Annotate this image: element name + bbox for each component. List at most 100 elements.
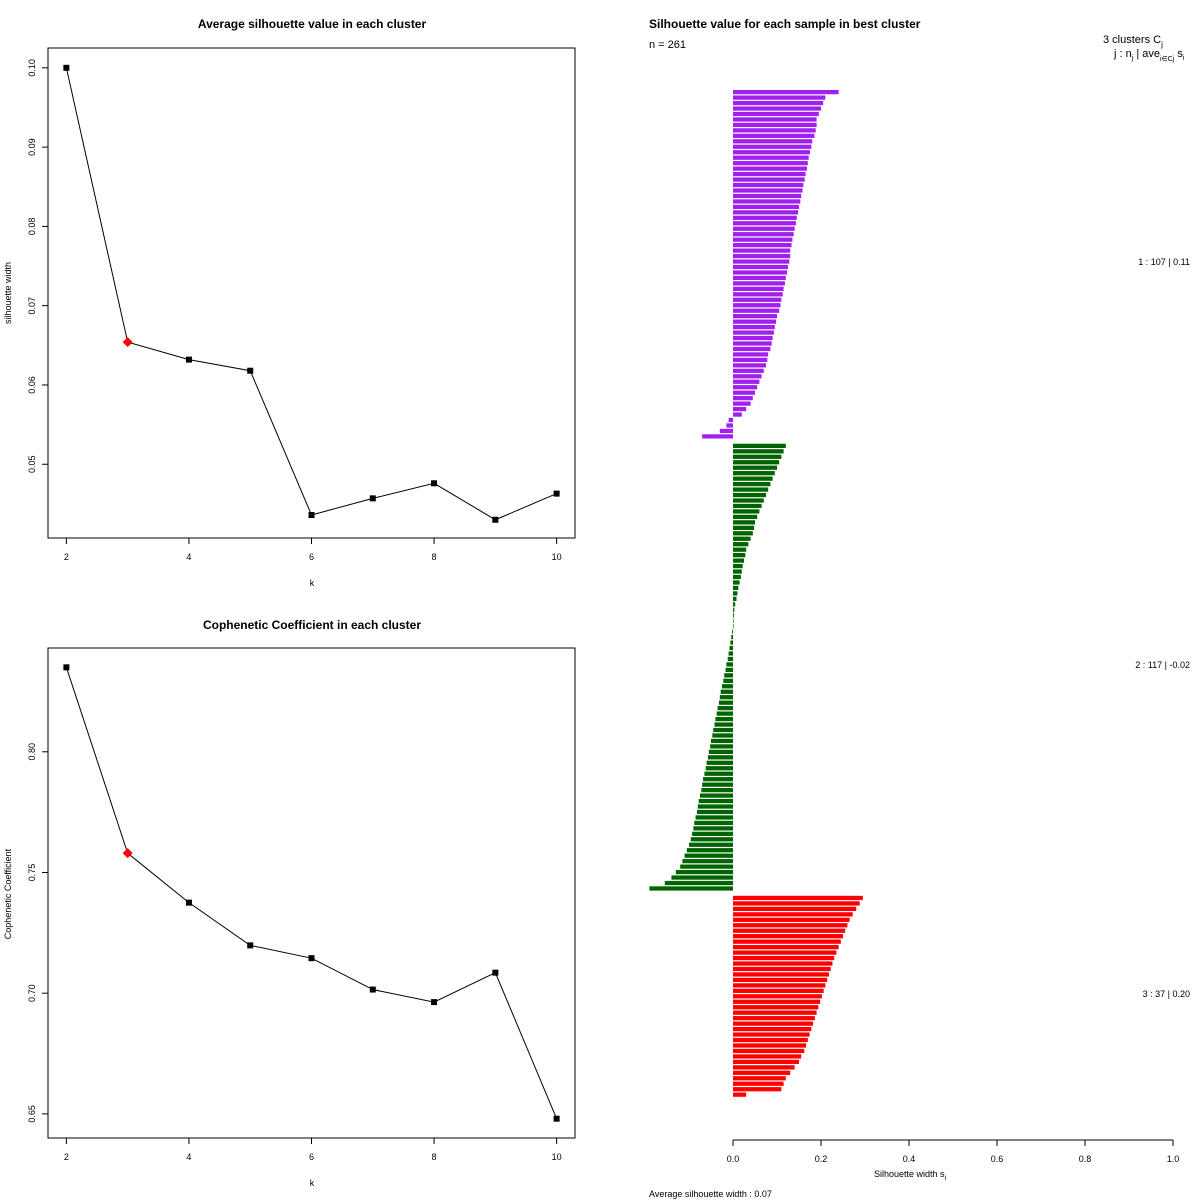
silhouette-bar xyxy=(733,259,790,264)
silhouette-bar xyxy=(733,155,809,160)
silhouette-bar xyxy=(733,390,755,395)
silhouette-bar xyxy=(733,210,799,215)
silhouette-bar xyxy=(693,826,733,831)
silhouette-bar xyxy=(733,297,782,302)
cophenetic-plot-box xyxy=(47,647,576,1139)
silhouette-bar xyxy=(733,324,775,330)
highlight-point xyxy=(122,848,133,859)
silhouette-bar xyxy=(733,412,742,417)
silhouette-bar xyxy=(733,934,843,939)
silhouette-bar xyxy=(703,777,733,782)
y-tick-label: 0.07 xyxy=(27,297,37,315)
data-point xyxy=(247,942,254,949)
clusters-header-line1: 3 clusters Cj xyxy=(1103,34,1163,49)
silhouette-bar xyxy=(714,722,733,727)
clusters-header2-c: s xyxy=(1174,48,1183,60)
silhouette-bar xyxy=(733,243,792,248)
silhouette-bar xyxy=(733,139,813,144)
x-tick-label: 0.8 xyxy=(1079,1154,1092,1164)
silhouette-plot-x-axis: 0.0 0.2 0.4 0.6 0.8 1.0 xyxy=(727,1139,1179,1164)
silhouette-bar xyxy=(728,417,733,423)
silhouette-bar xyxy=(733,454,782,459)
silhouette-bar xyxy=(733,895,863,901)
silhouette-bar xyxy=(733,471,775,476)
silhouette-plot-xlabel-text: Silhouette width s xyxy=(874,1169,945,1179)
y-tick-label: 0.08 xyxy=(27,218,37,236)
silhouette-bar xyxy=(733,264,788,270)
clusters-header-text: 3 clusters C xyxy=(1103,34,1161,46)
silhouette-bar xyxy=(733,536,751,541)
silhouette-bar xyxy=(733,988,824,993)
silhouette-bar xyxy=(733,950,837,955)
silhouette-bar xyxy=(733,95,826,100)
silhouette-bar xyxy=(733,972,829,977)
silhouette-bars xyxy=(649,90,863,1097)
silhouette-bar xyxy=(664,880,733,886)
silhouette-bar xyxy=(711,738,733,744)
silhouette-bar xyxy=(733,177,805,182)
silhouette-bar xyxy=(733,171,806,177)
silhouette-bar xyxy=(733,939,841,944)
silhouette-bar xyxy=(733,303,781,308)
sample-count: n = 261 xyxy=(649,39,686,51)
silhouette-bar xyxy=(733,912,853,917)
silhouette-bar xyxy=(733,122,817,128)
silhouette-bar xyxy=(728,651,733,656)
silhouette-bar xyxy=(733,346,771,352)
silhouette-bar xyxy=(700,793,733,798)
y-tick-label: 0.09 xyxy=(27,138,37,156)
silhouette-bar xyxy=(707,755,733,760)
cluster-label: 2 : 117 | -0.02 xyxy=(1135,660,1190,670)
silhouette-bar xyxy=(733,1010,817,1015)
silhouette-bar xyxy=(719,428,733,434)
silhouette-bar xyxy=(733,270,788,275)
silhouette-bar xyxy=(733,923,848,928)
silhouette-bar xyxy=(733,509,760,514)
silhouette-bar xyxy=(733,90,839,95)
clusters-header-line2: j : nj | avei∈Cj si xyxy=(1113,48,1185,63)
silhouette-bar xyxy=(733,966,831,972)
silhouette-plot-title: Silhouette value for each sample in best… xyxy=(649,17,921,31)
cophenetic-x-axis: 2 4 6 8 10 xyxy=(64,1137,562,1162)
silhouette-bar xyxy=(715,716,733,722)
silhouette-bar xyxy=(695,815,733,820)
silhouette-bar xyxy=(733,1087,782,1092)
silhouette-bar xyxy=(733,525,755,530)
data-point xyxy=(492,516,499,523)
y-tick-label: 0.80 xyxy=(27,743,37,761)
silhouette-bar xyxy=(733,374,762,379)
average-silhouette-width: Average silhouette width : 0.07 xyxy=(649,1189,772,1199)
silhouette-bar xyxy=(733,396,753,401)
silhouette-bar xyxy=(684,853,733,858)
silhouette-bar xyxy=(733,128,816,133)
cophenetic-panel: Cophenetic Coefficient in each cluster 2… xyxy=(3,618,576,1188)
silhouette-bar xyxy=(733,357,768,363)
silhouette-bar xyxy=(733,1021,814,1026)
silhouette-bar xyxy=(725,667,733,673)
silhouette-bar xyxy=(733,401,751,406)
silhouette-bar xyxy=(733,193,802,199)
silhouette-bar xyxy=(698,798,733,804)
silhouette-bar xyxy=(716,711,733,716)
data-point xyxy=(185,899,192,906)
data-point xyxy=(553,490,560,497)
silhouette-bar xyxy=(733,520,755,525)
silhouette-bar xyxy=(729,645,733,651)
silhouette-bar xyxy=(733,607,735,612)
silhouette-bar xyxy=(710,744,733,749)
y-tick-label: 0.10 xyxy=(27,59,37,77)
clusters-header2-a: j : n xyxy=(1113,48,1132,60)
silhouette-bar xyxy=(733,983,826,988)
silhouette-bar xyxy=(733,215,797,220)
data-point xyxy=(63,64,70,71)
data-point xyxy=(185,356,192,363)
silhouette-bar xyxy=(692,831,733,836)
y-tick-label: 0.75 xyxy=(27,864,37,882)
silhouette-bar xyxy=(733,613,734,618)
silhouette-bar xyxy=(733,379,760,384)
clusters-header2-sub: j xyxy=(1131,55,1134,62)
x-tick-label: 4 xyxy=(186,1152,191,1162)
silhouette-bar xyxy=(733,1043,807,1048)
silhouette-bar xyxy=(733,449,784,454)
